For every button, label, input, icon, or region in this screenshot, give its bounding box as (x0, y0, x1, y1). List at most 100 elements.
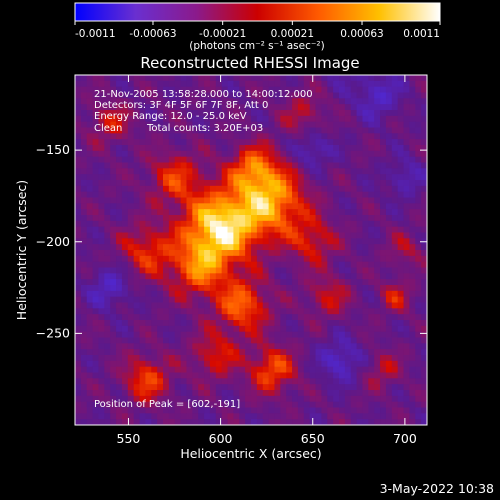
heatmap-cell (315, 133, 322, 140)
heatmap-cell (385, 220, 393, 228)
heatmap-cell (415, 343, 422, 350)
heatmap-cell (227, 401, 234, 408)
heatmap-cell (192, 302, 199, 309)
heatmap-cell (133, 185, 140, 193)
heatmap-cell (415, 244, 422, 251)
heatmap-cell (380, 86, 387, 93)
heatmap-cell (245, 273, 252, 280)
heatmap-cell (192, 127, 199, 134)
heatmap-cell (333, 308, 340, 315)
heatmap-cell (168, 267, 176, 274)
heatmap-cell (385, 133, 393, 140)
heatmap-cell (380, 366, 387, 373)
heatmap-cell (92, 378, 99, 385)
heatmap-cell (362, 419, 369, 425)
heatmap-cell (157, 121, 164, 128)
heatmap-cell (350, 355, 357, 362)
heatmap-cell (204, 150, 211, 158)
heatmap-cell (350, 168, 357, 175)
heatmap-cell (121, 115, 129, 123)
heatmap-cell (110, 290, 117, 298)
heatmap-cell (315, 302, 322, 309)
heatmap-cell (239, 401, 246, 408)
heatmap-cell (333, 337, 340, 344)
heatmap-cell (92, 255, 99, 263)
heatmap-cell (274, 232, 281, 239)
heatmap-cell (151, 121, 158, 128)
heatmap-cell (385, 384, 393, 391)
heatmap-cell (139, 191, 146, 198)
heatmap-cell (245, 296, 252, 303)
heatmap-cell (239, 395, 246, 403)
heatmap-cell (256, 121, 264, 128)
heatmap-cell (163, 80, 170, 88)
heatmap-cell (145, 115, 152, 123)
heatmap-cell (315, 285, 322, 292)
heatmap-cell (339, 279, 346, 286)
heatmap-cell (391, 104, 399, 111)
heatmap-cell (215, 168, 223, 175)
heatmap-cell (139, 390, 146, 397)
heatmap-cell (221, 378, 228, 385)
heatmap-cell (268, 308, 275, 315)
heatmap-cell (315, 407, 322, 414)
heatmap-cell (151, 244, 158, 251)
heatmap-cell (374, 238, 381, 245)
heatmap-cell (139, 314, 146, 321)
heatmap-cell (397, 203, 404, 210)
heatmap-cell (127, 75, 135, 82)
heatmap-cell (163, 302, 170, 309)
heatmap-cell (180, 98, 187, 105)
heatmap-cell (104, 390, 111, 397)
heatmap-cell (403, 337, 410, 344)
heatmap-cell (98, 156, 105, 163)
heatmap-cell (327, 331, 334, 338)
heatmap-cell (151, 267, 158, 274)
heatmap-cell (104, 355, 111, 362)
heatmap-cell (380, 261, 387, 268)
heatmap-cell (127, 261, 135, 268)
heatmap-cell (391, 308, 399, 315)
heatmap-cell (75, 320, 82, 327)
heatmap-cell (110, 209, 117, 216)
heatmap-cell (368, 343, 375, 350)
heatmap-cell (321, 337, 328, 344)
heatmap-cell (380, 180, 387, 187)
heatmap-cell (321, 168, 328, 175)
heatmap-cell (186, 121, 193, 128)
heatmap-cell (245, 226, 252, 233)
heatmap-cell (127, 384, 135, 391)
heatmap-cell (186, 168, 193, 175)
heatmap-cell (409, 209, 416, 216)
heatmap-cell (198, 180, 205, 187)
heatmap-cell (421, 296, 427, 303)
heatmap-cell (397, 110, 404, 117)
heatmap-cell (333, 320, 340, 327)
heatmap-cell (380, 401, 387, 408)
heatmap-cell (251, 110, 258, 117)
heatmap-cell (133, 331, 140, 338)
heatmap-cell (98, 80, 105, 88)
heatmap-cell (145, 320, 152, 327)
heatmap-cell (215, 261, 223, 268)
heatmap-cell (321, 390, 328, 397)
heatmap-cell (315, 401, 322, 408)
heatmap-cell (333, 349, 340, 356)
heatmap-cell (315, 75, 322, 82)
heatmap-cell (385, 337, 393, 344)
heatmap-cell (356, 156, 363, 163)
heatmap-cell (227, 384, 234, 391)
heatmap-cell (415, 395, 422, 403)
heatmap-cell (256, 355, 264, 362)
heatmap-cell (274, 98, 281, 105)
heatmap-cell (121, 360, 129, 368)
heatmap-cell (116, 226, 123, 233)
heatmap-cell (98, 220, 105, 228)
heatmap-cell (344, 285, 352, 292)
heatmap-cell (391, 366, 399, 373)
heatmap-cell (86, 285, 93, 292)
heatmap-cell (421, 343, 427, 350)
heatmap-cell (227, 331, 234, 338)
heatmap-cell (180, 121, 187, 128)
heatmap-cell (174, 250, 181, 257)
